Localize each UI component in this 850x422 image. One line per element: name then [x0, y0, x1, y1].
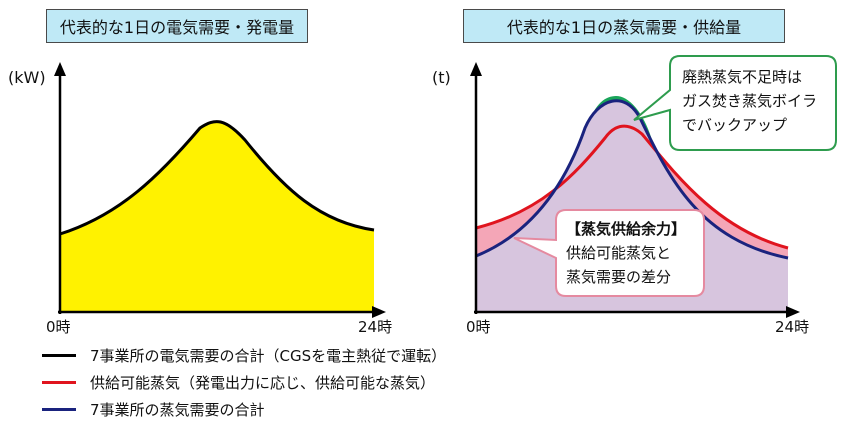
left-x-start-label: 0時 [46, 318, 71, 336]
legend-item-electric-demand: 7事業所の電気需要の合計（CGSを電主熱従で運転） [42, 345, 446, 366]
boiler-callout: 廃熱蒸気不足時は ガス焚き蒸気ボイラ でバックアップ [633, 55, 837, 151]
right-x-axis-arrow [786, 306, 800, 318]
left-y-unit: (kW) [8, 68, 46, 87]
margin-callout-line-3: 蒸気需要の差分 [566, 268, 671, 286]
legend-swatch-navy [42, 408, 76, 411]
left-x-axis-arrow [372, 306, 386, 318]
electric-demand-line [59, 120, 375, 236]
left-x-end-label: 24時 [358, 318, 393, 336]
steam-demand-area [476, 100, 788, 312]
legend-swatch-red [42, 381, 76, 384]
right-x-start-label: 0時 [466, 318, 491, 336]
right-panel-title: 代表的な1日の蒸気需要・供給量 [463, 9, 785, 43]
margin-callout-line-2: 供給可能蒸気と [566, 244, 671, 262]
legend-swatch-black [42, 354, 76, 357]
legend-item-steam-demand: 7事業所の蒸気需要の合計 [42, 399, 265, 420]
legend-label: 供給可能蒸気（発電出力に応じ、供給可能な蒸気） [90, 374, 436, 392]
margin-callout-line-1: 【蒸気供給余力】 [566, 220, 686, 238]
boiler-callout-bubble [633, 55, 837, 151]
electric-demand-area [60, 121, 374, 312]
right-y-axis-arrow [470, 62, 482, 76]
left-y-axis-arrow [54, 62, 66, 76]
boiler-callout-line-2: ガス焚き蒸気ボイラ [682, 92, 817, 110]
boiler-callout-line-3: でバックアップ [682, 116, 787, 134]
legend-label: 7事業所の電気需要の合計（CGSを電主熱従で運転） [90, 347, 447, 365]
boiler-callout-line-1: 廃熱蒸気不足時は [682, 68, 802, 86]
left-panel-title: 代表的な1日の電気需要・発電量 [46, 9, 308, 43]
right-y-unit: (t) [432, 68, 451, 87]
margin-callout: 【蒸気供給余力】 供給可能蒸気と 蒸気需要の差分 [513, 209, 705, 297]
steam-supply-line [475, 124, 789, 250]
right-chart: 廃熱蒸気不足時は ガス焚き蒸気ボイラ でバックアップ 【蒸気供給余力】 供給可能… [470, 55, 837, 318]
legend-item-steam-supply: 供給可能蒸気（発電出力に応じ、供給可能な蒸気） [42, 372, 435, 393]
right-x-end-label: 24時 [775, 318, 810, 336]
left-chart [54, 62, 386, 318]
margin-callout-bubble [513, 209, 705, 297]
legend-label: 7事業所の蒸気需要の合計 [90, 401, 265, 419]
